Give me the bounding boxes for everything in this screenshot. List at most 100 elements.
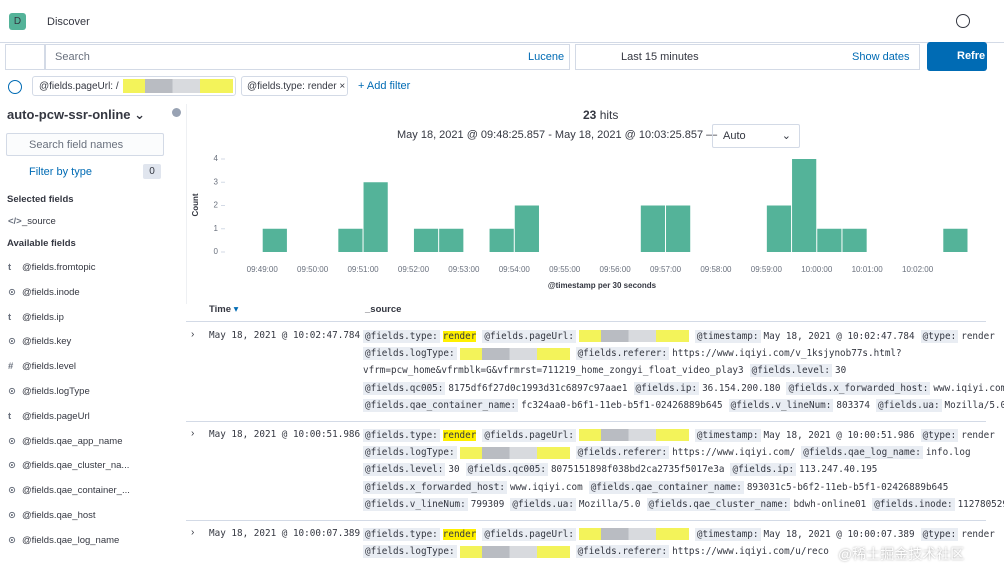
field-row[interactable]: t @fields.pageUrl: [8, 411, 90, 422]
field-value: https://www.iqiyi.com/v_1ksjynob77s.html…: [672, 348, 902, 359]
show-dates[interactable]: Show dates: [852, 51, 910, 63]
histogram: Count @timestamp per 30 seconds 0 1 2 3 4 09:…: [191, 154, 968, 290]
expand-toggle: ›: [191, 428, 195, 439]
source-line: @fields.logType: @fields.referer: https://…: [363, 347, 908, 360]
date-picker[interactable]: [575, 44, 920, 70]
divider: [186, 520, 986, 521]
field-value: May 18, 2021 @ 10:02:47.784: [763, 330, 915, 342]
field-type-icon: ⊙: [8, 435, 16, 447]
redaction: [122, 79, 233, 94]
field-key: @fields.qae_log_name:: [801, 446, 923, 459]
source-line: @fields.type: render @fields.pageUrl: @time…: [363, 428, 1001, 442]
field-key: @fields.qae_container_name:: [588, 480, 744, 494]
add-filter[interactable]: + Add filter: [358, 80, 411, 92]
field-type-icon: ⊙: [8, 510, 16, 521]
filter-pill[interactable]: @fields.type: render ×: [241, 76, 348, 96]
field-key: @fields.pageUrl:: [482, 428, 576, 442]
field-row[interactable]: ⊙ @fields.inode: [8, 287, 80, 298]
y-tick-label: 4: [214, 154, 219, 163]
field-name: _source: [22, 216, 56, 227]
refresh-button[interactable]: Refre: [927, 42, 987, 71]
source-line: @fields.v_lineNum: 799309 @fields.ua: Mozil…: [363, 498, 1004, 511]
field-row[interactable]: t @fields.ip: [8, 312, 64, 323]
filter-pill[interactable]: @fields.pageUrl: /: [32, 76, 236, 96]
field-value: May 18, 2021 @ 10:00:51.986: [763, 429, 915, 441]
expand-toggle: ›: [191, 527, 195, 538]
field-key: @fields.level:: [363, 463, 446, 476]
bar: [439, 228, 464, 252]
redaction: [578, 429, 689, 441]
field-value: info.log: [925, 447, 971, 458]
logo[interactable]: D: [9, 13, 26, 30]
index-pattern[interactable]: auto-pcw-ssr-online ⌄: [7, 107, 146, 122]
x-tick-label: 10:02:00: [902, 265, 934, 274]
column-header[interactable]: Time ▾: [209, 304, 239, 315]
field-type-icon: t: [8, 311, 12, 323]
search-input[interactable]: [45, 44, 570, 70]
field-row[interactable]: t @fields.fromtopic: [8, 262, 96, 273]
field-row[interactable]: ⊙ @fields.qae_host: [8, 510, 96, 521]
field-search[interactable]: [6, 133, 164, 156]
filter-text: @fields.type: render: [247, 81, 337, 92]
field-row[interactable]: # @fields.level: [8, 361, 76, 372]
saved-query-button[interactable]: [5, 44, 45, 70]
x-tick-label: 09:56:00: [600, 265, 632, 274]
field-key: @fields.qc005:: [363, 381, 446, 395]
field-key: @fields.qae_cluster_name:: [646, 498, 791, 511]
section-title: Available fields: [7, 238, 76, 249]
y-tick-label: 1: [214, 224, 219, 233]
field-name: @fields.qae_container_...: [22, 485, 130, 497]
bar: [413, 228, 439, 252]
field-value: 36.154.200.180: [702, 382, 781, 394]
time-range-label: May 18, 2021 @ 09:48:25.857 - May 18, 20…: [397, 129, 718, 141]
x-tick-label: 09:58:00: [700, 265, 732, 274]
field-row[interactable]: ⊙ @fields.qae_container_...: [8, 485, 130, 496]
field-value: bdwh-online01: [793, 499, 867, 510]
interval-select[interactable]: Auto ⌄: [712, 124, 800, 148]
filter-by-type[interactable]: Filter by type: [29, 166, 92, 178]
hits-label: hits: [599, 108, 619, 122]
doc-time: May 18, 2021 @ 10:02:47.784: [209, 330, 361, 341]
field-type-icon: </>: [8, 216, 22, 227]
field-value: render: [442, 330, 477, 342]
field-name: @fields.qae_cluster_na...: [22, 460, 130, 472]
doc-time: May 18, 2021 @ 10:00:07.389: [209, 528, 361, 539]
bar: [489, 228, 514, 252]
bar: [792, 159, 817, 252]
field-value: 113.247.40.195: [799, 464, 878, 475]
field-type-icon: ⊙: [8, 534, 16, 546]
field-key: @fields.logType:: [363, 545, 457, 558]
language-toggle[interactable]: Lucene: [528, 51, 565, 63]
field-key: @fields.ip:: [730, 463, 797, 476]
field-key: @fields.qc005:: [465, 463, 548, 476]
field-key: @fields.inode:: [872, 498, 955, 511]
field-key: @fields.x_forwarded_host:: [363, 480, 507, 494]
field-value: Mozilla/5.0: [944, 400, 1004, 411]
field-key: @fields.referer:: [575, 545, 670, 558]
field-value: vfrm=pcw_home&vfrmblk=G&vfrmrst=711219_h…: [363, 365, 744, 376]
field-value: render: [442, 528, 477, 540]
field-name: @fields.key: [22, 336, 72, 348]
help-icon[interactable]: [956, 14, 970, 28]
field-key: @type:: [920, 527, 959, 541]
field-value: www.iqiyi.com: [509, 481, 583, 493]
filter-text: @fields.pageUrl: /: [39, 81, 119, 92]
filter-icon[interactable]: [8, 80, 22, 94]
y-tick-label: 2: [214, 201, 219, 210]
field-value: fc324aa0-b6f1-11eb-b5f1-02426889b645: [521, 400, 723, 411]
field-row[interactable]: ⊙ @fields.qae_cluster_na...: [8, 460, 129, 471]
field-row[interactable]: ⊙ @fields.key: [8, 336, 71, 347]
field-row[interactable]: ⊙ @fields.qae_log_name: [8, 535, 119, 546]
bar: [666, 205, 691, 252]
field-value: Mozilla/5.0: [578, 499, 641, 510]
redaction: [578, 330, 689, 342]
source-line: @fields.logType: @fields.referer: https://…: [363, 545, 835, 558]
collapse-button[interactable]: [172, 108, 181, 117]
field-row[interactable]: ⊙ @fields.qae_app_name: [8, 436, 123, 447]
doc-time: May 18, 2021 @ 10:00:51.986: [209, 429, 361, 440]
field-row[interactable]: </>_source: [8, 216, 56, 227]
field-row[interactable]: ⊙ @fields.logType: [8, 386, 90, 397]
field-value: 893031c5-b6f2-11eb-b5f1-02426889b645: [746, 481, 949, 493]
field-key: @fields.logType:: [363, 446, 457, 459]
